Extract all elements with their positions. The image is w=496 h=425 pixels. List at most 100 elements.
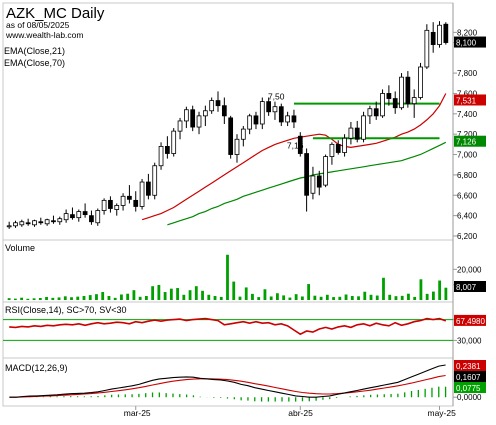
candle-body [51,220,56,223]
volume-tick-label: 20,000 [457,265,482,274]
volume-bar [107,296,111,300]
candle-body [329,143,335,157]
candle-body [76,211,82,219]
macd-last-value-tag: 0,2381 [456,362,481,371]
candle-body [430,31,436,45]
volume-bar [319,296,323,300]
price-tick-label: 7,800 [457,69,478,78]
volume-bar [276,293,279,300]
macd-series: 0,0000 [9,364,482,402]
macd-last-value-tag-bg [454,382,486,393]
candle-body [354,127,360,140]
volume-bar [169,288,173,300]
candle-body [297,135,303,154]
price-tick-label: 8,200 [457,28,478,37]
volume-bar [238,296,242,300]
volume-bar [13,298,17,300]
volume-bar [63,296,67,300]
volume-bar [332,297,335,300]
volume-bar [194,286,198,300]
candle-body [316,175,322,188]
volume-bar [431,291,435,300]
price-tick-label: 7,600 [457,89,478,98]
volume-bar [219,296,223,300]
volume-last-value-tag: 8,007 [456,283,477,292]
price-last-value-tag: 8,100 [456,39,477,48]
candle-body [310,175,316,194]
volume-bar [232,281,236,300]
volume-bar [400,295,404,300]
volume-bar [188,290,192,300]
price-axis-ticks: 8,200 8,100 7,800 7,600 7,400 7,200 7,000 6,800… [453,28,478,241]
legend-ema70: EMA(Close,70) [4,58,65,68]
candle-body [411,97,417,105]
volume-bar [407,293,410,300]
volume-bar [101,292,105,300]
volume-bar [76,296,80,300]
candle-body [146,181,151,196]
volume-bar [95,294,98,300]
volume-bar [338,296,342,300]
volume-bar [82,296,86,300]
candle-body [234,138,240,155]
ema21-line [141,93,447,221]
volume-bar [375,295,379,300]
website-label: www.wealth-lab.com [5,30,83,40]
candle-body [158,145,164,167]
volume-bar [394,296,398,300]
volume-bar [226,254,229,300]
volume-bar [325,294,329,300]
candle-body [215,100,221,107]
price-last-value-tag-bg [454,94,486,106]
candle-body [196,115,202,128]
candle-body [392,98,398,109]
candle-body [108,199,113,209]
candle-body [19,221,25,226]
candle-body [259,101,265,125]
candle-body [291,115,297,123]
volume-bar [419,279,423,300]
volume-bar [288,297,292,300]
candle-body [228,117,234,155]
candle-body [202,110,208,117]
rsi-line [9,317,447,336]
price-tick-label: 7,400 [457,110,478,119]
candle-body [424,29,430,68]
volume-bar [88,295,92,300]
candle-body [171,130,177,154]
price-last-value-tag: 7,531 [456,96,477,105]
candle-body [89,215,94,223]
volume-bar [207,294,211,300]
macd-last-value-tag-bg [454,360,486,371]
candle-body [278,106,284,123]
candle-body [95,210,101,224]
candle-body [114,205,120,210]
candle-body [247,115,253,130]
date-axis: mar-25 abr-25 may-25 [124,406,456,418]
candle-body [240,128,246,140]
rsi-last-value-tag-bg [454,314,486,326]
volume-bar [7,298,11,300]
price-pane [2,2,454,241]
candle-body [443,23,449,43]
price-last-value-tag: 7,126 [456,138,477,147]
volume-bar [70,297,73,300]
support-level-label: 7,16 [287,140,304,150]
macd-title: MACD(12,26,9) [5,363,68,373]
volume-bar [282,295,286,300]
volume-bar [251,293,254,300]
volume-bar [294,294,298,300]
macd-last-value-tag: 0,0775 [456,384,481,393]
price-tick-label: 6,200 [457,232,478,241]
date-tick-label: may-25 [428,408,457,418]
volume-bar [57,297,61,300]
macd-pane [2,357,454,407]
volume-bar [32,298,36,300]
volume-bar [444,287,448,300]
volume-bar [388,294,392,300]
rsi-title: RSI(Close,14), SC>70, SV<30 [5,305,127,315]
volume-bar [45,296,48,300]
price-tick-label: 6,600 [457,191,478,200]
volume-bar [26,298,30,300]
